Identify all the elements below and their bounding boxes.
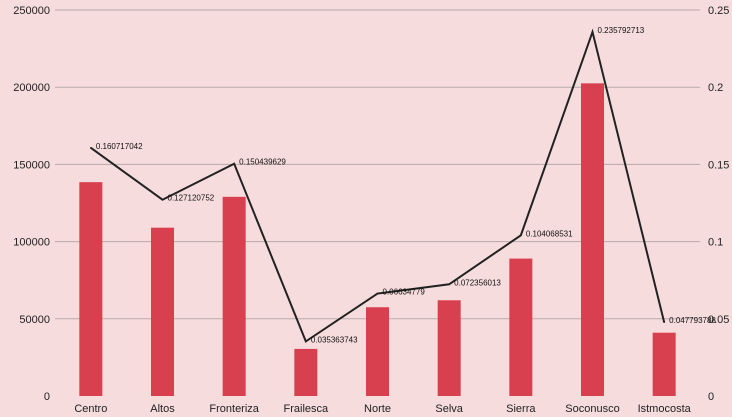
y-right-tick-label: 0.2 (708, 82, 723, 94)
line-data-label: 0.047793788 (669, 316, 716, 325)
line-path (90, 28, 666, 343)
data-labels: 0.160717042 0.127120752 0.150439629 0.03536… (96, 26, 717, 344)
bar (222, 196, 246, 396)
line-point (90, 147, 92, 149)
bar (509, 258, 533, 396)
y-left-tick-label: 200000 (13, 82, 50, 94)
line-point (233, 162, 235, 165)
line-data-label: 0.160717042 (96, 142, 143, 151)
y-left-tick-label: 150000 (13, 159, 50, 171)
x-tick-label: Frailesca (284, 403, 330, 415)
line-point (663, 321, 665, 324)
axes: 0 0 50000 0.05 100000 0.1 150000 0.15 200000 0.2 2… (13, 5, 729, 415)
x-tick-label: Altos (150, 403, 175, 415)
y-right-tick-label: 0.1 (708, 237, 723, 249)
bar (294, 348, 318, 396)
x-tick-label: Norte (364, 403, 391, 415)
line-data-label: 0.235792713 (598, 26, 645, 35)
line-series (90, 28, 666, 343)
y-right-tick-label: 0.05 (708, 314, 729, 326)
bar (366, 307, 389, 396)
bar (151, 227, 174, 396)
line-data-label: 0.150439629 (239, 158, 286, 167)
line-point (591, 31, 594, 33)
x-tick-label: Sierra (506, 403, 536, 415)
line-point (161, 198, 164, 201)
bar-series (79, 83, 676, 396)
y-left-tick-label: 0 (44, 391, 50, 403)
line-data-label: 0.127120752 (168, 194, 215, 203)
line-data-label: 0.06634779 (383, 288, 426, 297)
x-tick-label: Selva (435, 403, 463, 415)
y-right-tick-label: 0 (708, 391, 714, 403)
x-tick-label: Fronteriza (209, 403, 259, 415)
line-point (520, 234, 522, 237)
line-data-label: 0.104068531 (526, 229, 573, 238)
y-right-tick-label: 0.25 (708, 5, 729, 17)
line-point (376, 292, 379, 295)
line-point (448, 283, 450, 286)
x-tick-label: Istmocosta (638, 403, 692, 415)
line-data-label: 0.035363743 (311, 335, 358, 344)
bar (79, 182, 103, 396)
x-tick-label: Centro (74, 403, 107, 415)
line-point (305, 340, 307, 343)
bar (437, 300, 461, 396)
line-data-label: 0.072356013 (454, 278, 501, 287)
y-right-tick-label: 0.15 (708, 159, 729, 171)
bar (652, 332, 676, 396)
x-tick-label: Soconusco (565, 403, 619, 415)
y-left-tick-label: 50000 (19, 314, 50, 326)
y-left-tick-label: 250000 (13, 5, 50, 17)
y-left-tick-label: 100000 (13, 237, 50, 249)
bar (581, 83, 604, 396)
